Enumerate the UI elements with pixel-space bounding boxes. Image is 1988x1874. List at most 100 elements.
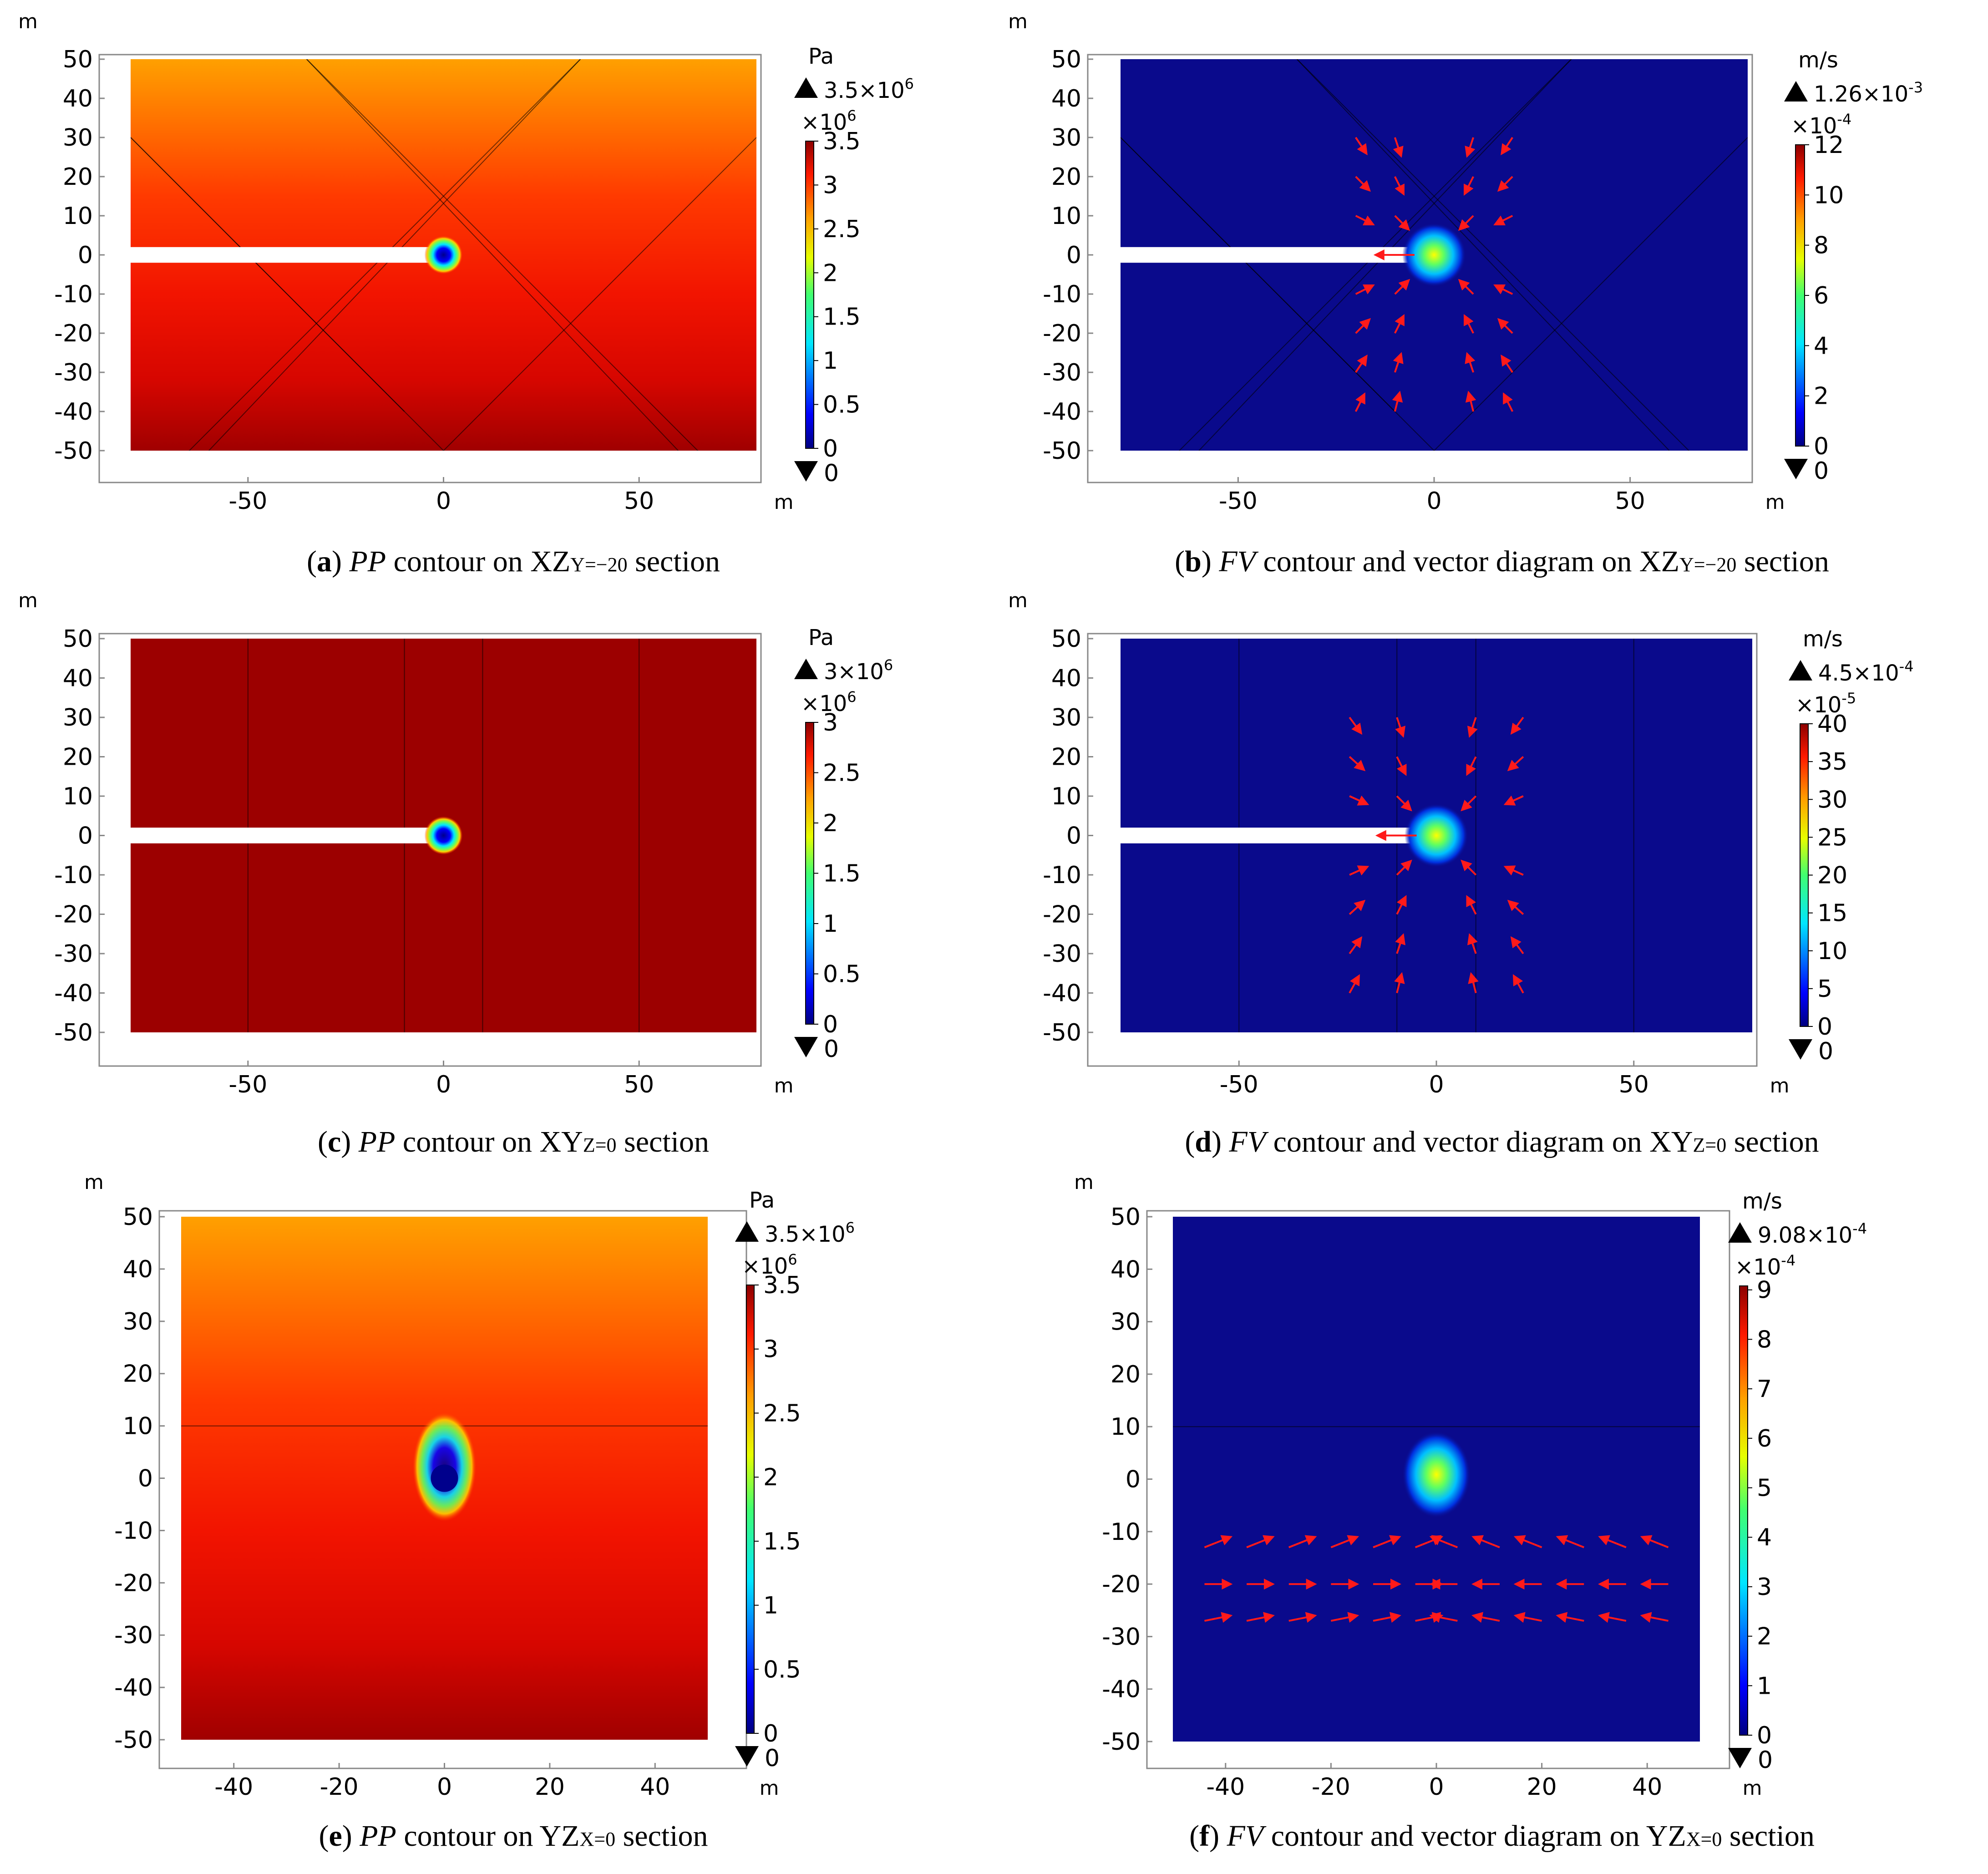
colorbar-gradient: [805, 141, 814, 449]
field-velocity: [1121, 59, 1748, 451]
y-tick-label: 10: [63, 783, 93, 810]
x-tick-label: -50: [1220, 1071, 1258, 1098]
colorbar-max-label: 9.08×10-4: [1758, 1220, 1867, 1248]
vector-arrow: [1393, 352, 1404, 373]
y-tick-label: -50: [54, 437, 93, 465]
high-velocity-zone: [1405, 803, 1468, 868]
x-tick-label: 0: [1426, 488, 1441, 515]
colorbar-tick-label: 2.5: [763, 1400, 801, 1427]
vector-arrow: [1355, 215, 1375, 226]
panel-a: -50 0 5050403020100-10-20-30-40-50mm3.532.…: [18, 10, 914, 515]
colorbar-tick-label: 4: [1814, 332, 1829, 360]
y-tick-label: -20: [54, 901, 93, 929]
y-tick-label: -30: [1043, 940, 1081, 968]
vector-arrow: [1510, 716, 1524, 735]
y-tick-label: 30: [1111, 1309, 1141, 1336]
mesh-line: [306, 59, 699, 451]
max-triangle-icon: [1789, 660, 1812, 681]
y-tick-label: -10: [54, 862, 93, 889]
vector-arrow: [1349, 865, 1369, 876]
y-tick-label: -10: [1043, 862, 1081, 889]
colorbar: 3 2.5 2 1.5 1 0.5 0 Pa 3×106 ×106 0: [794, 625, 893, 1063]
colorbar: 9 8 7 6 5 4 3 2 1 0 m/s 9.08×10-4 ×10-4 0: [1728, 1188, 1867, 1774]
x-axis-unit: m: [1765, 491, 1785, 514]
y-tick-label: -50: [114, 1727, 153, 1754]
y-tick-label: 20: [1051, 744, 1081, 771]
colorbar-tick-label: 0.5: [823, 961, 861, 988]
colorbar-tick-label: 2: [763, 1464, 778, 1491]
vector-arrow: [1288, 1535, 1317, 1549]
vector-arrow: [1373, 1535, 1401, 1549]
x-axis-unit: m: [774, 1074, 794, 1097]
mesh-line: [306, 59, 679, 451]
colorbar-min-label: 0: [824, 1036, 839, 1063]
colorbar-tick-label: 35: [1817, 748, 1847, 776]
vector-arrow: [1471, 1535, 1500, 1549]
vector-arrow: [1497, 318, 1513, 334]
vector-arrow: [1394, 314, 1405, 334]
vector-arrow: [1349, 756, 1366, 772]
colorbar-tick-label: 3: [823, 709, 838, 736]
colorbar-max-label: 3×106: [824, 656, 893, 685]
panel-caption-b: (b) FV contour and vector diagram on XZY…: [1175, 545, 1829, 578]
colorbar-min-label: 0: [824, 460, 839, 487]
y-tick-label: -10: [1102, 1518, 1141, 1546]
panel-b: -50 0 5050403020100-10-20-30-40-50mm121086…: [1008, 10, 1923, 515]
colorbar-tick-label: 25: [1817, 824, 1847, 851]
vector-arrow: [1395, 933, 1406, 954]
vector-arrow: [1355, 284, 1375, 295]
vector-arrow: [1349, 974, 1360, 994]
y-tick-label: 20: [1111, 1361, 1141, 1388]
colorbar-gradient: [1739, 1285, 1748, 1736]
vector-arrow: [1395, 717, 1406, 738]
vector-arrow: [1493, 215, 1513, 226]
y-tick-label: -30: [54, 359, 93, 386]
vector-arrow: [1246, 1612, 1275, 1623]
y-tick-label: -10: [114, 1517, 153, 1544]
y-tick-label: 20: [123, 1361, 153, 1388]
vector-arrow: [1503, 795, 1524, 806]
x-tick-label: -20: [1312, 1773, 1350, 1801]
mesh-line: [188, 59, 581, 451]
colorbar-gradient: [1795, 144, 1805, 447]
colorbar-tick-label: 20: [1817, 862, 1847, 889]
vector-arrow: [1466, 895, 1477, 915]
vector-arrow: [1598, 1535, 1627, 1549]
y-tick-label: -50: [1102, 1728, 1141, 1756]
colorbar-tick-label: 30: [1817, 786, 1847, 813]
colorbar-unit: Pa: [808, 625, 834, 650]
y-tick-label: -30: [114, 1622, 153, 1649]
vector-arrow: [1513, 974, 1524, 994]
axes-frame: [1087, 54, 1753, 483]
colorbar-tick-label: 1.5: [823, 860, 861, 888]
vector-arrow: [1493, 284, 1513, 295]
axes-frame: [98, 633, 762, 1067]
y-tick-label: -30: [1102, 1623, 1141, 1651]
y-tick-label: -40: [114, 1674, 153, 1701]
x-tick-label: 20: [535, 1773, 565, 1801]
vector-arrow: [1465, 352, 1476, 373]
low-pressure-zone: [424, 236, 463, 274]
x-tick-label: 0: [1429, 1071, 1444, 1098]
y-tick-label: -20: [1043, 320, 1081, 347]
y-tick-label: 30: [1051, 124, 1081, 152]
vector-arrow: [1507, 756, 1524, 772]
vector-arrow: [1598, 1612, 1627, 1623]
y-axis-unit: m: [1008, 589, 1028, 612]
y-tick-label: 40: [63, 665, 93, 692]
x-tick-label: 50: [1615, 488, 1645, 515]
vector-arrow: [1355, 354, 1368, 373]
vector-arrow: [1429, 1535, 1458, 1549]
colorbar-min-label: 0: [765, 1745, 780, 1772]
vector-arrow: [1640, 1612, 1668, 1623]
vector-arrow: [1246, 1535, 1275, 1549]
y-tick-label: 0: [78, 242, 93, 269]
vector-arrow: [1355, 318, 1371, 334]
mesh-line: [1296, 59, 1690, 451]
y-tick-label: 50: [1051, 46, 1081, 73]
colorbar-tick-label: 1: [1757, 1672, 1772, 1700]
vector-arrow: [1507, 899, 1524, 915]
y-tick-label: 40: [63, 85, 93, 112]
colorbar-tick-label: 15: [1817, 900, 1847, 927]
